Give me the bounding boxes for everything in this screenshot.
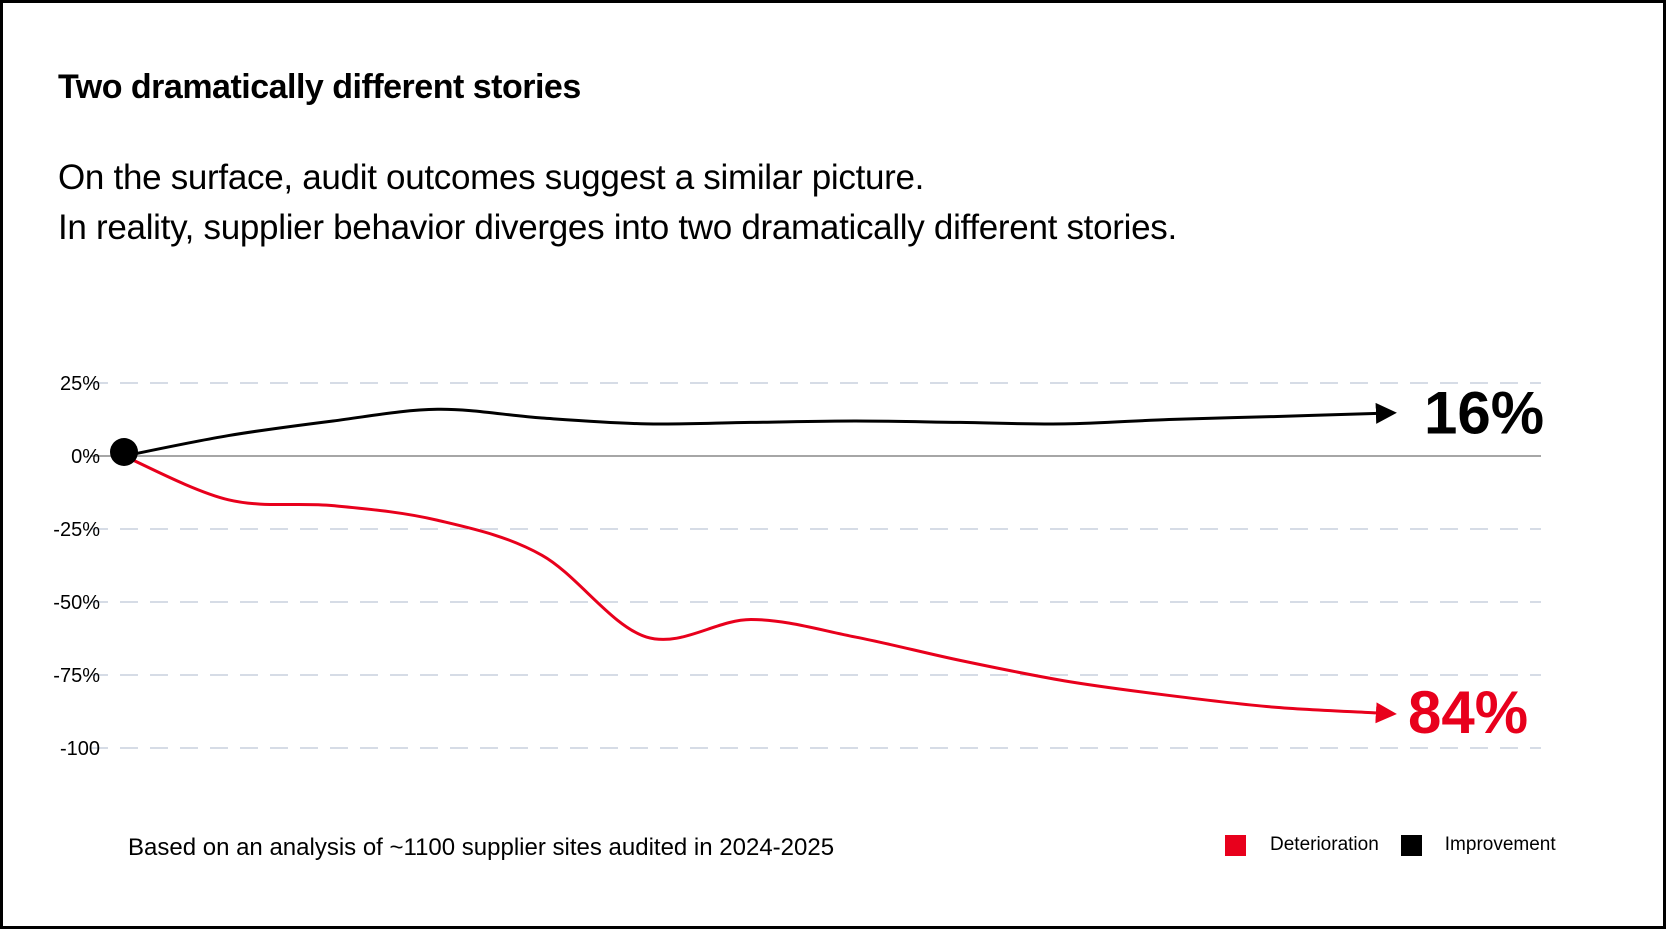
series-line-improvement — [123, 402, 1397, 458]
legend: Deterioration Improvement — [1225, 834, 1556, 856]
y-tick-label: 25% — [60, 373, 100, 395]
footnote: Based on an analysis of ~1100 supplier s… — [128, 834, 835, 861]
y-tick-label: -100 — [60, 738, 100, 760]
end-label-improvement: 16% — [1424, 379, 1544, 446]
y-tick-label: -75% — [53, 665, 100, 687]
legend-label-improvement: Improvement — [1444, 834, 1556, 855]
legend-swatch-improvement — [1400, 834, 1422, 856]
start-dot — [110, 438, 138, 466]
subtitle-line-2: In reality, supplier behavior diverges i… — [58, 208, 1177, 247]
slide-title: Two dramatically different stories — [58, 68, 581, 106]
y-tick-label: -25% — [53, 519, 100, 541]
legend-swatch-deterioration — [1225, 834, 1246, 856]
subtitle-line-1: On the surface, audit outcomes suggest a… — [58, 158, 925, 197]
y-tick-label: 0% — [71, 446, 100, 468]
end-label-deterioration: 84% — [1408, 679, 1528, 746]
legend-label-deterioration: Deterioration — [1270, 834, 1379, 855]
y-tick-label: -50% — [53, 592, 100, 614]
series-line-deterioration — [123, 454, 1397, 724]
